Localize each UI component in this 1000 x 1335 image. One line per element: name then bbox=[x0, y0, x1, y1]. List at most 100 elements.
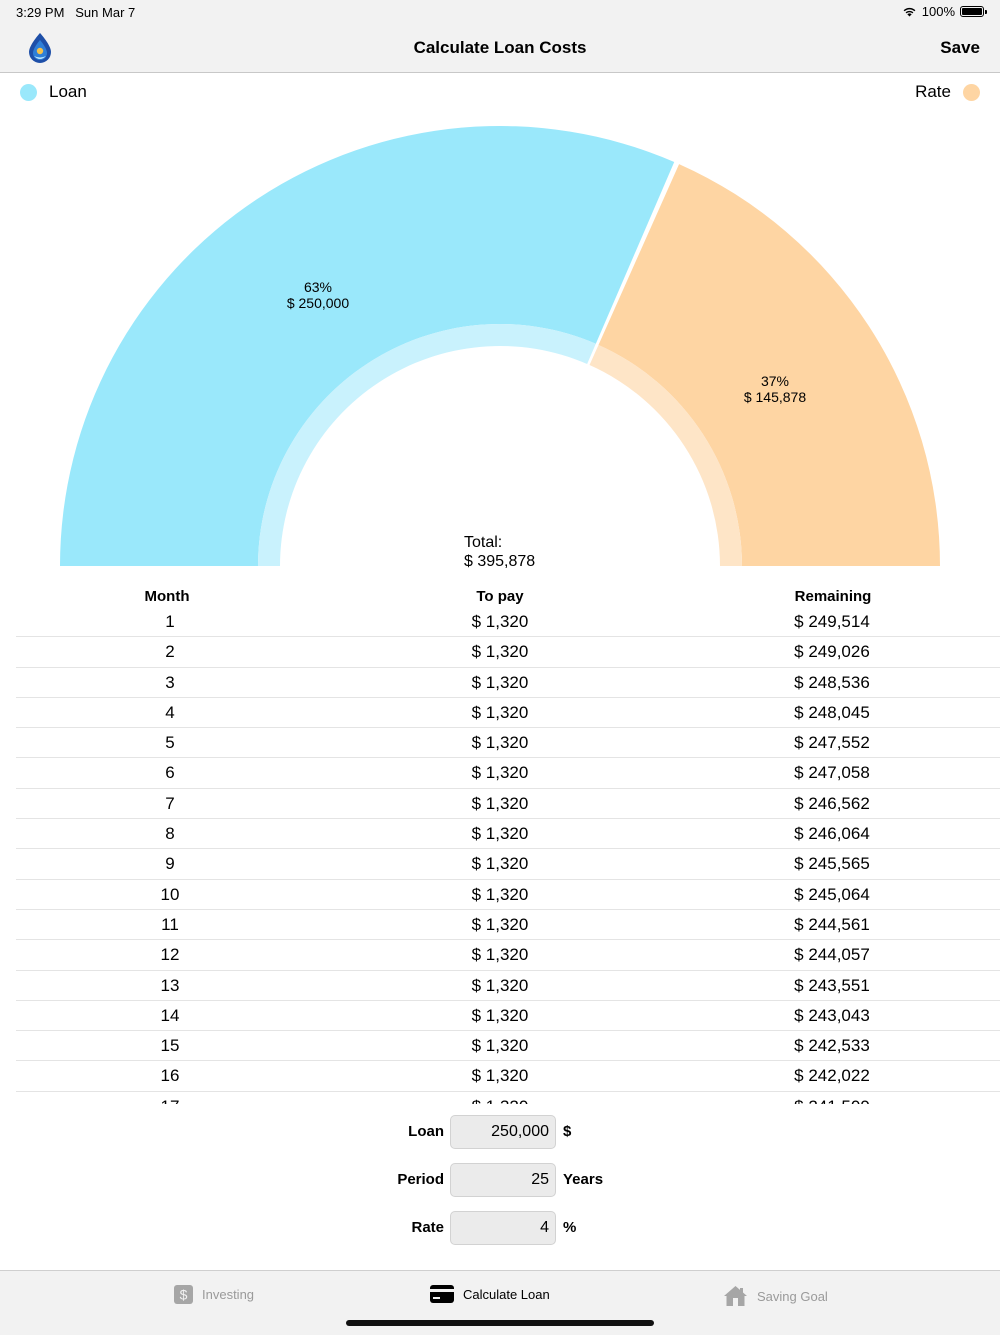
slice-label-rate: 37% $ 145,878 bbox=[705, 373, 845, 405]
cell-month: 12 bbox=[160, 945, 180, 965]
cell-remaining: $ 242,533 bbox=[794, 1036, 870, 1056]
slice-loan-percent: 63% bbox=[303, 279, 333, 295]
page-title: Calculate Loan Costs bbox=[413, 38, 587, 57]
table-row: 15 $ 1,320 $ 242,533 bbox=[16, 1031, 1000, 1062]
rate-field-row: Rate 4 % bbox=[0, 1211, 1000, 1245]
period-label: Period bbox=[397, 1171, 444, 1188]
legend-loan-label: Loan bbox=[49, 82, 87, 101]
cell-month: 14 bbox=[160, 1005, 180, 1025]
cell-to-pay: $ 1,320 bbox=[471, 793, 529, 813]
table-row: 12 $ 1,320 $ 244,057 bbox=[16, 940, 1000, 971]
period-unit: Years bbox=[563, 1171, 604, 1188]
status-time: 3:29 PM Sun Mar 7 bbox=[16, 5, 136, 20]
table-row: 14 $ 1,320 $ 243,043 bbox=[16, 1001, 1000, 1032]
cell-to-pay: $ 1,320 bbox=[471, 672, 529, 692]
loan-unit: $ bbox=[563, 1123, 572, 1140]
header-to-pay: To pay bbox=[476, 588, 524, 605]
loan-label: Loan bbox=[408, 1123, 444, 1140]
cell-to-pay: $ 1,320 bbox=[471, 945, 529, 965]
legend-rate: Rate bbox=[915, 82, 980, 102]
save-button[interactable]: Save bbox=[940, 38, 980, 57]
slice-rate-percent: 37% bbox=[760, 373, 790, 389]
tab-calculate-loan[interactable]: Calculate Loan bbox=[430, 1285, 550, 1303]
cell-month: 3 bbox=[165, 672, 175, 692]
cell-remaining: $ 244,057 bbox=[794, 945, 870, 965]
loan-chart: 63% $ 250,000 37% $ 145,878 bbox=[0, 110, 1000, 580]
cell-to-pay: $ 1,320 bbox=[471, 854, 529, 874]
loan-field-row: Loan 250,000 $ bbox=[0, 1115, 1000, 1149]
credit-card-icon bbox=[430, 1285, 454, 1303]
tab-calculate-loan-label: Calculate Loan bbox=[463, 1286, 550, 1302]
legend-loan-swatch bbox=[20, 83, 37, 101]
table-row: 1 $ 1,320 $ 249,514 bbox=[16, 607, 1000, 638]
slice-rate[interactable] bbox=[598, 164, 940, 567]
cell-month: 9 bbox=[165, 854, 175, 874]
cell-remaining: $ 246,064 bbox=[794, 824, 870, 844]
cell-remaining: $ 242,022 bbox=[794, 1066, 870, 1086]
rate-input[interactable]: 4 bbox=[450, 1211, 556, 1245]
slice-loan-inner-band bbox=[258, 323, 596, 566]
cell-to-pay: $ 1,320 bbox=[471, 763, 529, 783]
drop-logo-icon[interactable] bbox=[26, 32, 54, 64]
cell-remaining: $ 243,551 bbox=[794, 975, 870, 995]
tab-saving-goal[interactable]: Saving Goal bbox=[723, 1285, 828, 1307]
legend-loan: Loan bbox=[20, 82, 87, 102]
cell-to-pay: $ 1,320 bbox=[471, 914, 529, 934]
tab-investing[interactable]: $ Investing bbox=[174, 1285, 254, 1304]
cell-remaining: $ 244,561 bbox=[794, 914, 870, 934]
cell-month: 16 bbox=[160, 1066, 180, 1086]
table-row: 9 $ 1,320 $ 245,565 bbox=[16, 849, 1000, 880]
slice-label-loan: 63% $ 250,000 bbox=[248, 279, 388, 311]
header-remaining: Remaining bbox=[794, 588, 872, 605]
total-value: $ 395,878 bbox=[464, 553, 536, 570]
battery-icon bbox=[960, 6, 987, 17]
cell-month: 4 bbox=[165, 702, 175, 722]
slice-rate-inner-band bbox=[589, 344, 742, 566]
cell-to-pay: $ 1,320 bbox=[471, 702, 529, 722]
table-row: 5 $ 1,320 $ 247,552 bbox=[16, 728, 1000, 759]
cell-month: 17 bbox=[70, 1097, 270, 1104]
table-row: 4 $ 1,320 $ 248,045 bbox=[16, 698, 1000, 729]
slice-loan-value: $ 250,000 bbox=[286, 295, 350, 311]
legend-rate-swatch bbox=[963, 83, 980, 101]
house-icon bbox=[724, 1286, 747, 1306]
payment-table[interactable]: 1 $ 1,320 $ 249,514 2 $ 1,320 $ 249,026 3 $ 1,3… bbox=[0, 607, 1000, 1104]
cell-month: 2 bbox=[165, 642, 175, 662]
period-field-row: Period 25 Years bbox=[0, 1163, 1000, 1197]
cell-remaining: $ 247,058 bbox=[794, 763, 870, 783]
cell-remaining: $ 248,045 bbox=[794, 702, 870, 722]
chart-total: Total: $ 395,878 bbox=[464, 533, 535, 571]
table-row: 13 $ 1,320 $ 243,551 bbox=[16, 971, 1000, 1001]
rate-unit: % bbox=[563, 1219, 577, 1236]
tab-bar: $ Investing Calculate Loan Saving Goal bbox=[0, 1270, 1000, 1335]
tab-saving-goal-label: Saving Goal bbox=[757, 1288, 828, 1304]
cell-remaining: $ 246,562 bbox=[794, 793, 870, 813]
table-row: 11 $ 1,320 $ 244,561 bbox=[16, 910, 1000, 941]
table-row: 2 $ 1,320 $ 249,026 bbox=[16, 637, 1000, 668]
cell-month: 10 bbox=[160, 884, 180, 904]
cell-month: 1 bbox=[165, 612, 175, 631]
status-bar: 3:29 PM Sun Mar 7 100% bbox=[0, 0, 1000, 24]
slice-loan[interactable] bbox=[60, 126, 675, 567]
svg-text:$: $ bbox=[180, 1287, 188, 1303]
cell-to-pay: $ 1,320 bbox=[471, 824, 529, 844]
table-row: 7 $ 1,320 $ 246,562 bbox=[16, 789, 1000, 820]
cell-to-pay: $ 1,320 bbox=[471, 1005, 529, 1025]
total-label: Total: bbox=[464, 534, 503, 551]
cell-month: 15 bbox=[160, 1036, 180, 1056]
loan-input[interactable]: 250,000 bbox=[450, 1115, 556, 1149]
navigation-bar: Calculate Loan Costs Save bbox=[0, 24, 1000, 73]
cell-to-pay: $ 1,320 bbox=[471, 733, 529, 753]
header-month: Month bbox=[144, 588, 190, 605]
cell-remaining: $ 241,509 bbox=[732, 1097, 932, 1104]
home-indicator bbox=[346, 1320, 654, 1326]
period-input[interactable]: 25 bbox=[450, 1163, 556, 1197]
battery-percent: 100% bbox=[921, 4, 955, 19]
cell-remaining: $ 249,514 bbox=[794, 612, 870, 631]
slice-rate-value: $ 145,878 bbox=[743, 389, 807, 405]
tab-investing-label: Investing bbox=[202, 1287, 255, 1302]
table-row: 6 $ 1,320 $ 247,058 bbox=[16, 758, 1000, 789]
status-right: 100% bbox=[902, 4, 987, 19]
cell-month: 11 bbox=[161, 914, 179, 934]
cell-month: 5 bbox=[165, 733, 175, 753]
